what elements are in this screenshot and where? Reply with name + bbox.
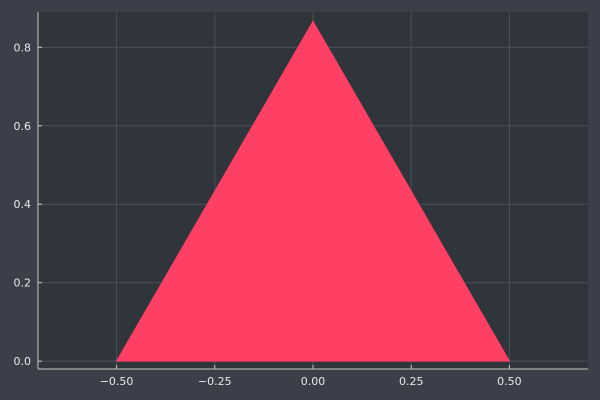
y-tick-label: 0.6 [14,120,32,133]
x-tick-label: 0.50 [497,375,522,388]
y-tick-label: 0.0 [14,355,32,368]
x-tick-label: 0.25 [399,375,424,388]
series-shape-0 [115,20,511,362]
x-tick-label: 0.00 [301,375,326,388]
series-layer [115,20,511,362]
x-tick-label: −0.50 [100,375,134,388]
x-axis-ticks: −0.50 −0.25 0.00 0.25 0.50 [100,365,522,388]
y-axis-ticks: 0.0 0.2 0.4 0.6 0.8 [14,41,42,368]
y-tick-label: 0.8 [14,41,32,54]
y-tick-label: 0.2 [14,277,32,290]
y-tick-label: 0.4 [14,198,32,211]
x-tick-label: −0.25 [198,375,232,388]
